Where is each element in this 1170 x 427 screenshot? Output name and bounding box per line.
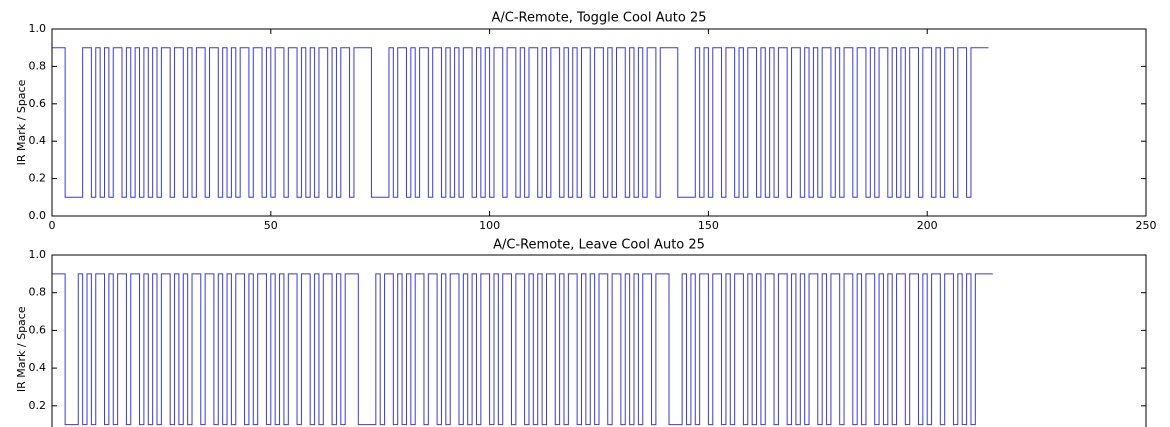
y-tick-label: 0.6 <box>29 97 47 110</box>
y-tick-label: 0.6 <box>29 323 47 336</box>
chart-title: A/C-Remote, Leave Cool Auto 25 <box>493 238 705 253</box>
signal-line <box>52 47 989 198</box>
y-tick-label: 0.0 <box>29 209 47 222</box>
y-axis-label: IR Mark / Space <box>15 79 28 165</box>
plot-frame <box>51 254 1147 427</box>
y-tick-label: 1.0 <box>29 22 47 35</box>
y-tick-label: 0.8 <box>29 59 47 72</box>
chart-title: A/C-Remote, Toggle Cool Auto 25 <box>492 11 707 26</box>
y-tick-label: 0.4 <box>29 134 47 147</box>
x-tick-label: 200 <box>917 219 938 232</box>
y-axis-label: IR Mark / Space <box>15 306 28 392</box>
x-tick-label: 0 <box>49 219 56 232</box>
y-tick-label: 0.8 <box>29 286 47 299</box>
y-tick-label: 0.2 <box>29 399 47 412</box>
y-tick-label: 1.0 <box>29 248 47 261</box>
x-tick-label: 150 <box>698 219 719 232</box>
y-tick-label: 0.2 <box>29 172 47 185</box>
x-tick-label: 250 <box>1136 219 1157 232</box>
plot-frame <box>51 28 1147 217</box>
x-tick-label: 100 <box>479 219 500 232</box>
y-tick-label: 0.4 <box>29 361 47 374</box>
signal-line <box>52 273 993 426</box>
x-tick-label: 50 <box>264 219 278 232</box>
